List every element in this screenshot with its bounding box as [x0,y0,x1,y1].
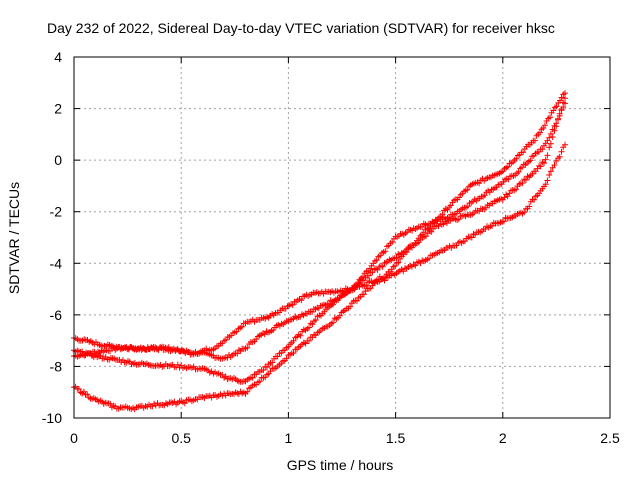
series-markers [71,141,568,413]
y-tick-label: -6 [50,307,63,323]
series-track-4 [71,141,568,413]
series-markers [71,95,568,385]
grid-lines [74,57,610,418]
chart-title: Day 232 of 2022, Sidereal Day-to-day VTE… [47,20,555,36]
y-tick-label: 0 [54,152,62,168]
x-tick-label: 1 [285,430,293,446]
y-axis-title: SDTVAR / TECUs [6,182,22,294]
axis-ticks: 0 0.5 1 1.5 2 2.5 -10 -8 -6 -4 -2 0 2 4 [42,49,620,446]
x-tick-label: 2 [499,430,507,446]
y-tick-label: -10 [42,410,62,426]
y-tick-label: 2 [54,101,62,117]
x-axis-title: GPS time / hours [287,457,394,473]
x-tick-label: 0.5 [171,430,191,446]
series-track-3 [71,95,568,385]
data-series [71,90,568,413]
x-tick-label: 2.5 [600,430,620,446]
y-tick-label: -4 [50,255,63,271]
y-tick-label: 4 [54,49,62,65]
series-track-1 [71,100,568,362]
y-tick-label: -8 [50,358,63,374]
x-tick-label: 1.5 [386,430,406,446]
series-markers [71,100,568,362]
x-tick-label: 0 [70,430,78,446]
plot-frame [73,56,611,419]
y-tick-label: -2 [50,204,63,220]
